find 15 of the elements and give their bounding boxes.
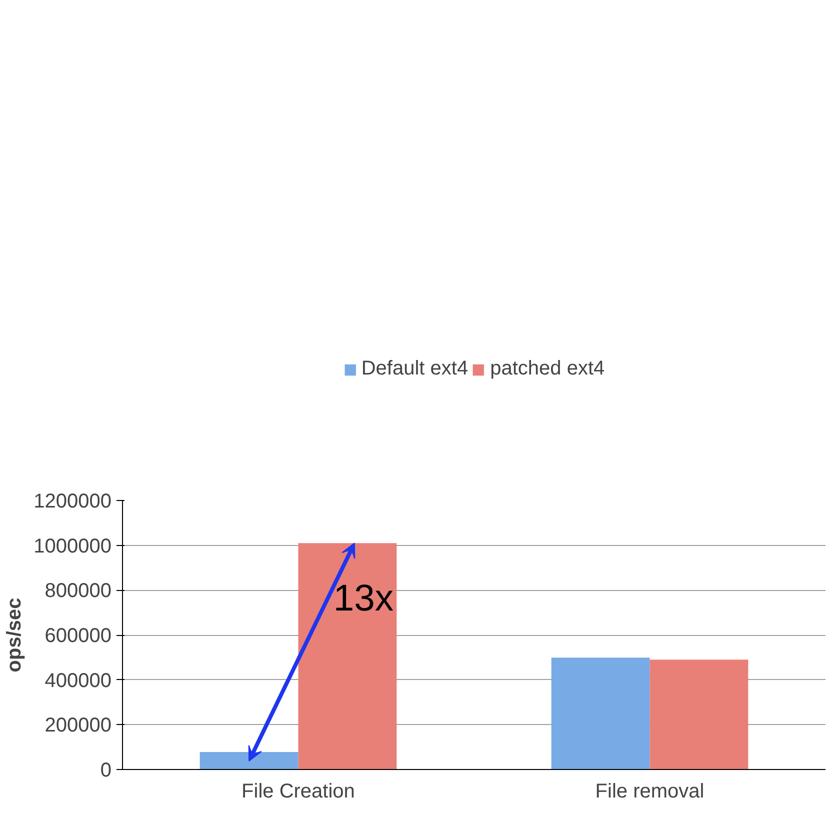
y-tick-label: 0 [100,760,112,782]
y-tick-label: 800000 [44,580,112,602]
bar [650,660,748,770]
y-tick-label: 1200000 [34,490,112,512]
y-tick-label: 400000 [44,670,112,692]
y-tick-label: 600000 [44,625,112,647]
legend-label: patched ext4 [490,358,605,381]
y-tick-label: 200000 [44,714,112,737]
legend-label: Default ext4 [361,358,468,381]
annotation: 13x [333,576,394,618]
x-tick-label: File removal [595,780,704,802]
x-tick-label: File Creation [242,780,355,802]
bar [551,658,650,770]
y-tick-label: 1000000 [34,535,112,558]
y-axis-title: ops/sec [4,598,26,672]
